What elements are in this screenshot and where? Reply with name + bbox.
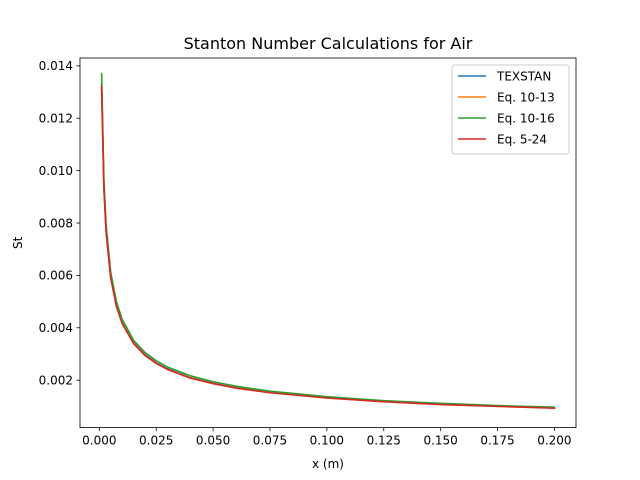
legend-label: Eq. 5-24 — [497, 133, 547, 147]
x-tick-label: 0.075 — [253, 434, 287, 448]
x-axis-label: x (m) — [312, 457, 344, 471]
y-tick-label: 0.006 — [39, 269, 73, 283]
y-tick-label: 0.014 — [39, 59, 73, 73]
legend-label: Eq. 10-16 — [497, 112, 555, 126]
y-tick-label: 0.008 — [39, 216, 73, 230]
series-line-4 — [100, 85, 556, 410]
legend-label: TEXSTAN — [496, 70, 551, 84]
x-tick-label: 0.200 — [537, 434, 571, 448]
x-tick-label: 0.025 — [139, 434, 173, 448]
x-tick-label: 0.125 — [367, 434, 401, 448]
y-axis-label: St — [11, 236, 25, 249]
legend-label: Eq. 10-13 — [497, 91, 555, 105]
x-tick-label: 0.100 — [310, 434, 344, 448]
x-tick-label: 0.000 — [82, 434, 116, 448]
x-tick-label: 0.150 — [423, 434, 457, 448]
y-tick-label: 0.012 — [39, 112, 73, 126]
axes-layer: 0.000 0.025 0.050 0.075 0.100 0.125 0.150 0.175… — [39, 57, 577, 448]
axes-frame — [79, 57, 577, 429]
legend: TEXSTAN Eq. 10-13 Eq. 10-16 Eq. 5-24 — [451, 64, 570, 155]
x-tick-label: 0.050 — [196, 434, 230, 448]
y-tick-label: 0.010 — [39, 164, 73, 178]
series-layer — [100, 72, 556, 410]
y-tick-label: 0.002 — [39, 373, 73, 387]
chart-title: Stanton Number Calculations for Air — [184, 34, 473, 53]
y-tick-label: 0.004 — [39, 321, 73, 335]
x-tick-label: 0.175 — [480, 434, 514, 448]
legend-box — [451, 64, 570, 155]
